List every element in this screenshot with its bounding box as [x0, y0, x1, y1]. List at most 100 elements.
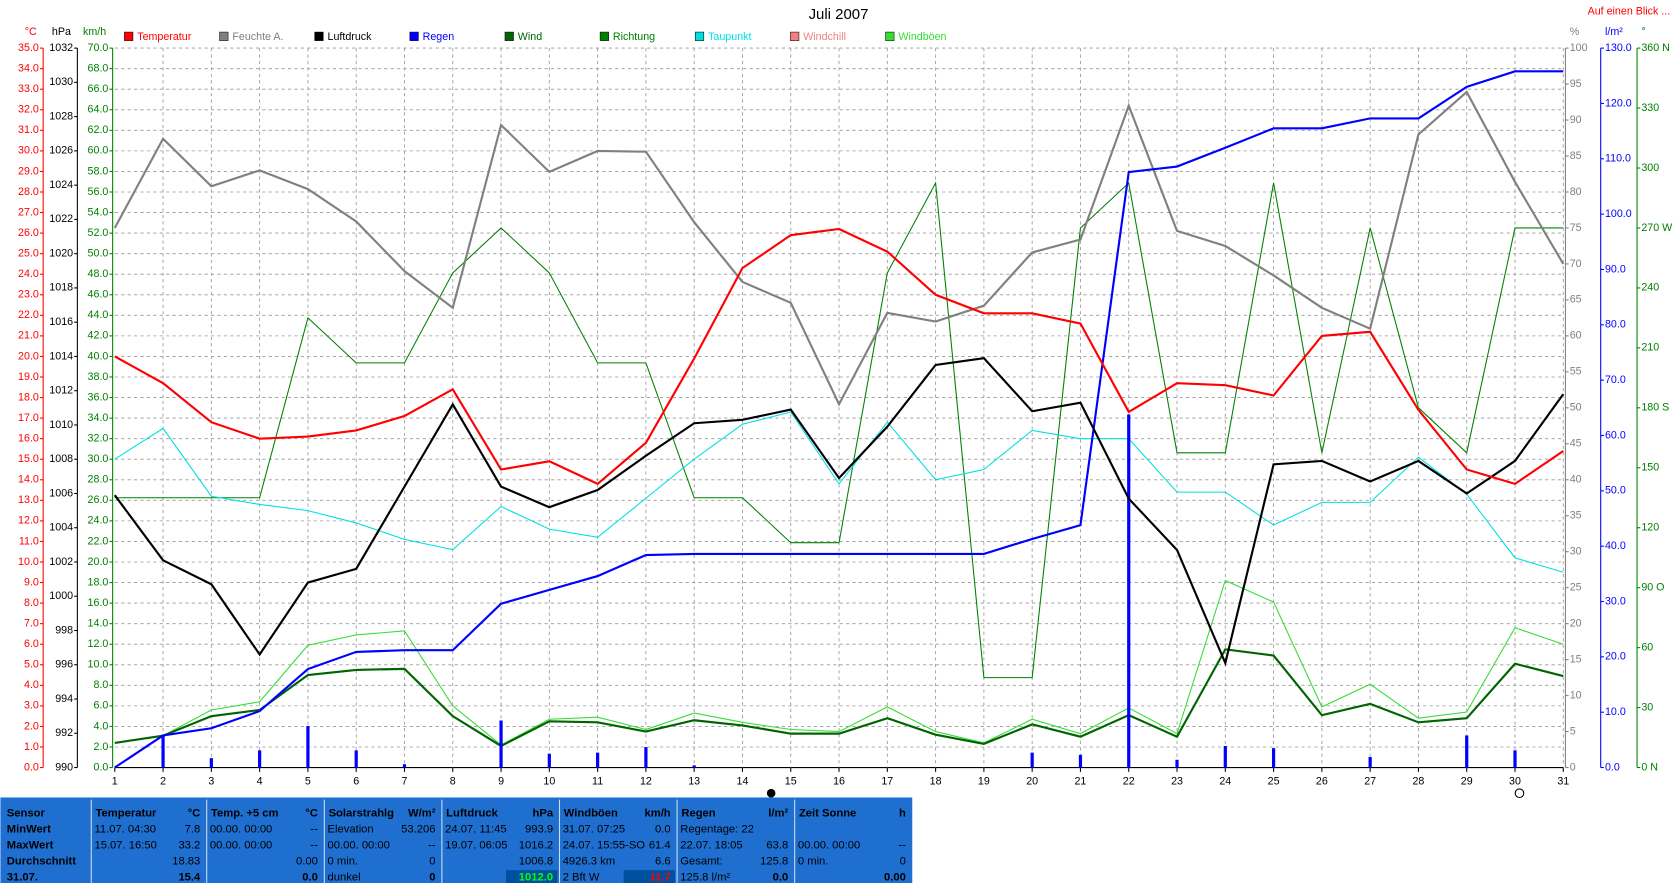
y-tick-label: 1002	[49, 556, 73, 568]
cell-value: 0.0	[773, 872, 789, 883]
cell-value: 125.8	[760, 856, 788, 868]
cell-text: 00.00. 00:00	[798, 840, 860, 852]
legend-label: Windböen	[898, 31, 946, 43]
y-tick-label: 34.0	[88, 412, 109, 424]
y-tick-label: 24.0	[88, 515, 109, 527]
cell-text: 19.07. 06:05	[445, 840, 507, 852]
row-label: MaxWert	[7, 840, 54, 852]
y-tick-label: 68.0	[88, 62, 109, 74]
x-tick-label: 6	[353, 775, 359, 787]
y-tick-label: 20.0	[18, 350, 39, 362]
y-tick-label: 330	[1641, 102, 1659, 114]
y-tick-label: 10.0	[88, 659, 109, 671]
rain-bar	[1030, 752, 1034, 768]
column-header: Solarstrahlg	[329, 807, 395, 819]
y-tick-label: 6.0	[24, 638, 39, 650]
x-tick-label: 23	[1171, 775, 1183, 787]
column-header: Temp. +5 cm	[211, 807, 278, 819]
cell-value: 18.83	[172, 856, 200, 868]
y-tick-label: 1026	[49, 145, 73, 157]
cell-text: 15.07. 16:50	[94, 840, 156, 852]
y-tick-label: 30	[1570, 546, 1582, 558]
y-tick-label: 7.0	[24, 617, 39, 629]
cell-text: 2 Bft W	[563, 872, 600, 883]
moon-icon	[1514, 788, 1525, 799]
y-tick-label: 40.0	[1605, 540, 1626, 552]
y-tick-label: 26.0	[18, 227, 39, 239]
column-unit: h	[899, 807, 906, 819]
column-unit: °C	[188, 807, 201, 819]
x-tick-label: 7	[402, 775, 408, 787]
x-tick-label: 1	[112, 775, 118, 787]
y-tick-label: 1018	[49, 282, 73, 294]
rain-bar	[1223, 745, 1227, 768]
y-tick-label: 70.0	[88, 42, 109, 54]
y-tick-label: 52.0	[88, 227, 109, 239]
cell-value: 61.4	[649, 840, 671, 852]
y-tick-label: 0 N	[1641, 761, 1658, 773]
y-tick-label: 70	[1570, 258, 1582, 270]
overview-link[interactable]: Auf einen Blick ...	[1588, 6, 1671, 18]
cell-value: 0.0	[655, 824, 671, 836]
y-tick-label: 9.0	[24, 576, 39, 588]
cell-value: 1006.8	[519, 856, 553, 868]
y-tick-label: 30.0	[88, 453, 109, 465]
y-tick-label: 22.0	[88, 535, 109, 547]
rain-bar	[354, 750, 358, 768]
x-tick-label: 24	[1219, 775, 1231, 787]
column-unit: W/m²	[408, 807, 436, 819]
y-tick-label: 14.0	[88, 617, 109, 629]
y-tick-label: 17.0	[18, 412, 39, 424]
cell-text: dunkel	[328, 872, 361, 883]
x-tick-label: 16	[833, 775, 845, 787]
column-header: Temperatur	[96, 807, 158, 819]
cell-highlight	[506, 870, 558, 883]
y-tick-label: 4.0	[24, 679, 39, 691]
cell-value: 993.9	[525, 824, 553, 836]
summary-table: Sensor MinWert MaxWert Durchschnitt 31.07. Te…	[0, 797, 913, 883]
column-unit: l/m²	[768, 807, 788, 819]
cell-text: 4926.3 km	[563, 856, 615, 868]
column-unit: °C	[305, 807, 318, 819]
y-tick-label: 300	[1641, 162, 1659, 174]
axis-unit: hPa	[52, 26, 71, 38]
y-tick-label: 32.0	[88, 432, 109, 444]
x-tick-label: 17	[881, 775, 893, 787]
y-tick-label: 19.0	[18, 371, 39, 383]
cell-value: 11.7	[649, 872, 670, 883]
y-tick-label: 992	[55, 727, 73, 739]
y-tick-label: 30.0	[1605, 595, 1626, 607]
y-tick-label: 27.0	[18, 206, 39, 218]
cell-text: 00.00. 00:00	[210, 824, 272, 836]
y-tick-label: 1032	[49, 42, 73, 54]
y-tick-label: 180 S	[1641, 402, 1669, 414]
cell-value: --	[310, 840, 318, 852]
cell-text: 125.8 l/m²	[680, 872, 730, 883]
cell-text: 22.07. 18:05	[680, 840, 742, 852]
y-tick-label: 25	[1570, 582, 1582, 594]
legend-swatch	[409, 31, 419, 41]
x-tick-label: 15	[785, 775, 797, 787]
rain-bar	[1175, 759, 1179, 768]
legend-label: Feuchte A.	[232, 31, 283, 43]
y-tick-label: 14.0	[18, 474, 39, 486]
cell-value: 6.6	[655, 856, 671, 868]
y-tick-label: 48.0	[88, 268, 109, 280]
cell-text: Gesamt:	[680, 856, 722, 868]
cell-value: --	[898, 840, 906, 852]
rain-bar	[547, 753, 551, 768]
x-tick-label: 21	[1075, 775, 1087, 787]
y-tick-label: 998	[55, 624, 73, 636]
y-tick-label: 0.0	[94, 761, 109, 773]
rain-bar	[258, 750, 262, 768]
y-tick-label: 46.0	[88, 289, 109, 301]
rain-bar	[161, 735, 165, 768]
y-tick-label: 8.0	[24, 597, 39, 609]
column-unit: hPa	[532, 807, 553, 819]
y-tick-label: 64.0	[88, 104, 109, 116]
y-tick-label: 10.0	[18, 556, 39, 568]
y-tick-label: 42.0	[88, 330, 109, 342]
cell-value: --	[310, 824, 318, 836]
cell-highlight	[623, 870, 675, 883]
legend-label: Regen	[423, 31, 455, 43]
